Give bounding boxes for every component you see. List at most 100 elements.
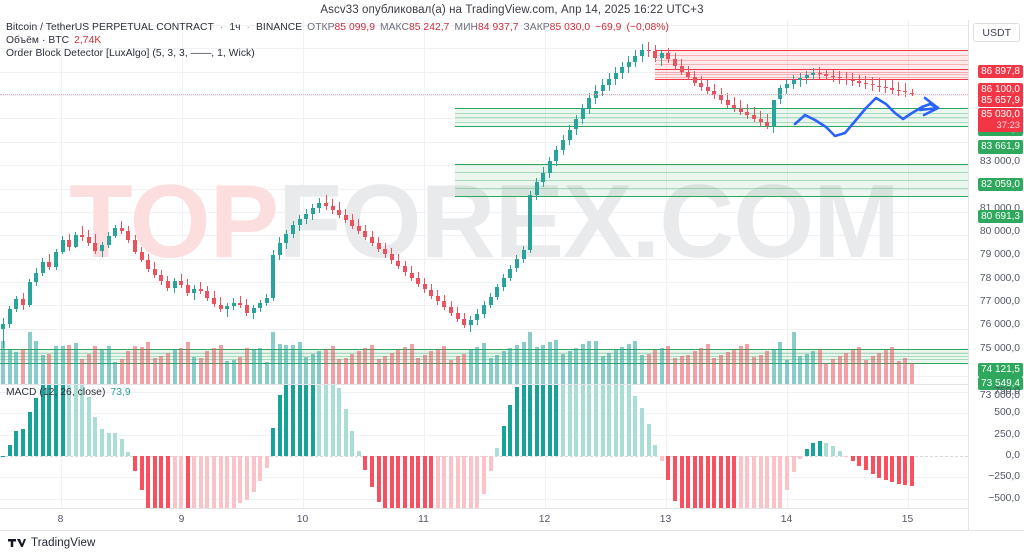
volume-bar [666,346,671,384]
legend-macd-row[interactable]: MACD (12, 26, close) 73,9 [0,386,131,399]
macd-bar [409,456,414,508]
order-block-edge [455,126,968,128]
candle-body [258,302,263,309]
candle-body [725,100,730,105]
grid-vline [181,385,183,508]
candle-body [672,59,677,67]
tradingview-brand-bar[interactable]: TradingView [0,531,1024,554]
candle-body [396,260,401,267]
candle-wick [878,78,880,92]
macd-bar [528,385,533,456]
price-level-pill[interactable]: 83 661,9 [978,140,1023,154]
legend-orderblock-row[interactable]: Order Block Detector [LuxAlgo] (5, 3, 3,… [0,47,968,60]
price-level-pill[interactable]: 86 897,8 [978,64,1023,78]
candle-body [416,277,421,284]
legend-symbol-row[interactable]: Bitcoin / TetherUS PERPETUAL CONTRACT · … [0,21,968,34]
legend-volume-row[interactable]: Объём · BTC 2,74K [0,34,968,47]
macd-bar [883,456,888,481]
macd-bar [370,456,375,488]
time-tick-label: 10 [296,514,309,525]
order-block-midline [655,59,968,61]
legend-high-label: МАКС [380,22,409,33]
price-axis[interactable]: USDT 83 000,0 81 000,0 80 000,0 79 000,0 78 … [968,20,1024,509]
macd-pane[interactable] [0,385,968,509]
candle-body [831,75,836,78]
volume-bar [863,360,868,384]
macd-bar [554,385,559,456]
candle-body [514,259,519,269]
candle-body [653,50,658,58]
candle-body [337,209,342,215]
candle-body [251,308,256,313]
volume-bar [646,354,651,384]
current-price-pill[interactable]: 85 030,0 37:23 [978,108,1023,132]
price-level-pill[interactable]: 82 059,0 [978,177,1023,192]
volume-bar [857,346,862,384]
candle-body [883,86,888,89]
order-block-edge [655,79,968,81]
time-axis[interactable]: 8 9 10 11 12 13 14 15 [0,509,968,531]
grid-vline [423,385,425,508]
legend-stack: Bitcoin / TetherUS PERPETUAL CONTRACT · … [0,21,968,60]
legend-exchange[interactable]: BINANCE [256,22,303,33]
candle-wick [121,220,123,235]
volume-bar [337,359,342,384]
candle-body [534,181,539,195]
candle-body [310,207,315,214]
candle-body [363,231,368,238]
candle-body [817,72,822,75]
candle-wick [753,107,755,123]
main-price-pane[interactable]: TOPFOREX.COM [0,20,968,385]
unit-chip-usdt[interactable]: USDT [973,23,1020,42]
candle-body [198,288,203,292]
order-block-midline [655,76,968,78]
macd-bar [844,456,849,457]
macd-bar [738,456,743,508]
candle-wick [898,81,900,96]
grid-line [0,48,968,50]
order-block-midline [455,117,968,119]
price-level-pill[interactable]: 74 121,5 [978,363,1023,377]
volume-bar [455,356,460,384]
legend-low-label: МИН [454,22,479,33]
candle-body [27,281,32,306]
volume-bar [310,353,315,384]
candle-body [850,79,855,82]
macd-bar [501,425,506,456]
price-tick-label: 80 000,0 [979,225,1020,237]
macd-bar [165,456,170,508]
grid-vline [302,20,304,384]
macd-bar [771,456,776,508]
volume-bar [304,357,309,384]
candle-body [152,268,157,275]
volume-bar [784,360,789,384]
macd-bar [14,431,19,456]
grid-vline [544,20,546,384]
grid-line [0,94,968,96]
legend-symbol[interactable]: Bitcoin / TetherUS PERPETUAL CONTRACT [6,22,214,33]
price-level-pill[interactable]: 73 549,4 [978,376,1023,391]
macd-bar [791,456,796,472]
price-level-pill[interactable]: 80 691,3 [978,209,1023,224]
legend-close-value: 85 030,0 [549,22,591,33]
legend-interval[interactable]: 1ч [229,22,241,33]
order-block-edge [455,195,968,197]
macd-bar [317,385,322,456]
price-tick-label: 75 000,0 [979,342,1020,354]
candle-body [40,261,45,274]
volume-bar [896,361,901,384]
price-level-pill[interactable]: 86 100,0 [978,83,1023,97]
candle-wick [81,226,83,241]
volume-bar [165,352,170,384]
volume-bar [172,349,177,384]
price-level-pill[interactable]: 85 657,9 [978,93,1023,107]
macd-bar [126,451,131,456]
macd-bar [330,385,335,456]
candle-body [179,280,184,285]
volume-bar [745,344,750,384]
candle-body [383,248,388,255]
candle-wick [226,302,228,317]
volume-bar [383,356,388,384]
volume-bar [370,345,375,384]
order-block-midline [455,171,968,173]
